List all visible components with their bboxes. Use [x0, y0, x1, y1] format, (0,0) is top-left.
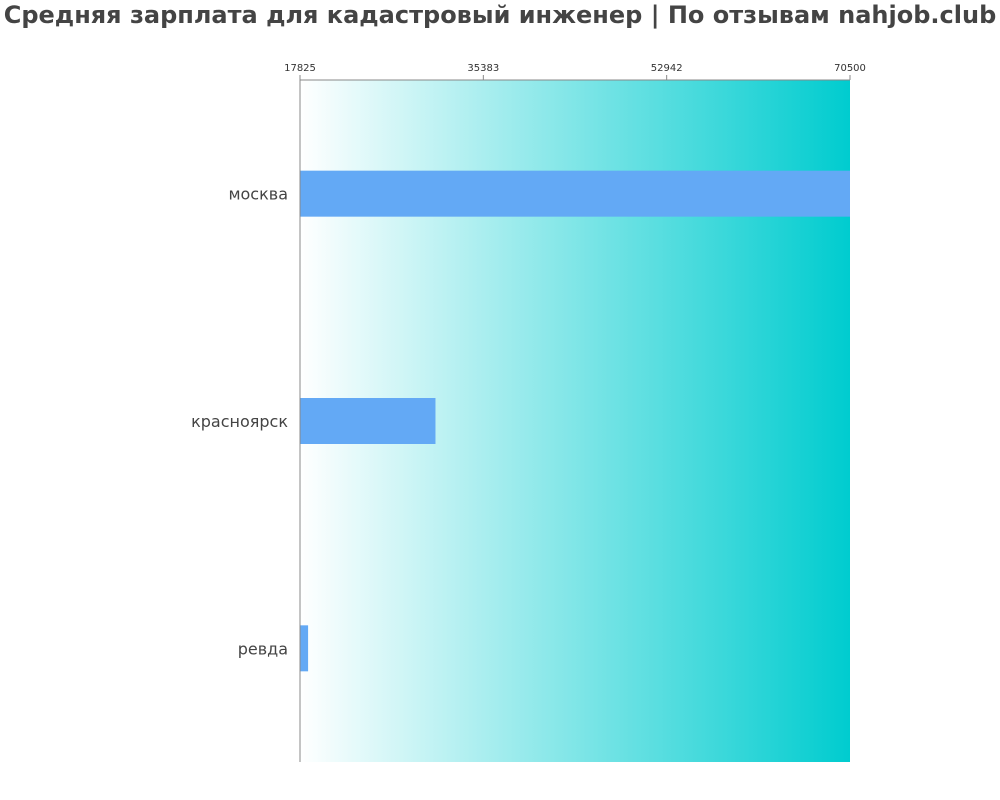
category-label: ревда — [238, 639, 288, 658]
bar-0 — [300, 170, 850, 217]
category-label: москва — [228, 185, 288, 204]
x-tick-label: 70500 — [834, 63, 866, 74]
x-tick-label: 52942 — [651, 63, 683, 74]
category-label: красноярск — [191, 412, 288, 431]
chart-title: Средняя зарплата для кадастровый инженер… — [3, 1, 997, 29]
x-tick-label: 17825 — [284, 63, 316, 74]
bar-1 — [300, 398, 436, 444]
bar-2 — [300, 625, 309, 672]
x-tick-label: 35383 — [467, 63, 499, 74]
